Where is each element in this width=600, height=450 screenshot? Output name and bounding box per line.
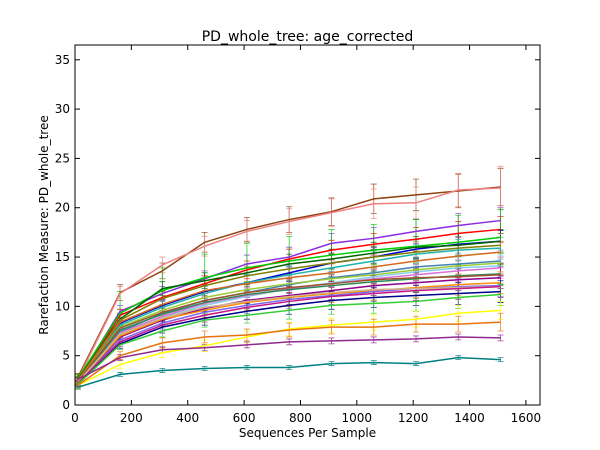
x-tick-label: 1400 (454, 411, 485, 425)
y-tick-label: 30 (55, 102, 70, 116)
y-tick-label: 0 (62, 398, 70, 412)
x-tick-label: 800 (289, 411, 312, 425)
x-tick-label: 0 (71, 411, 79, 425)
y-axis: 0 5 10 15 20 25 30 35 (55, 53, 540, 412)
series-line-5 (77, 240, 501, 383)
series-line-17 (77, 281, 501, 383)
series-line-20 (77, 285, 501, 384)
series-line-22 (77, 293, 501, 385)
chart-title: PD_whole_tree: age_corrected (202, 29, 414, 45)
series-line-26 (77, 356, 501, 388)
x-tick-label: 600 (233, 411, 256, 425)
x-tick-label: 1600 (511, 411, 542, 425)
x-tick-label: 400 (176, 411, 199, 425)
y-tick-label: 15 (55, 250, 70, 264)
series-line-23 (77, 309, 501, 386)
x-tick-label: 1000 (342, 411, 373, 425)
series-25-error-bars (74, 333, 504, 382)
y-tick-label: 20 (55, 201, 70, 215)
plot-frame (74, 44, 541, 406)
series-line-16 (77, 277, 501, 384)
series-line-15 (77, 274, 501, 382)
x-axis-label: Sequences Per Sample (239, 426, 376, 440)
series-line-8 (77, 247, 501, 382)
x-tick-label: 1200 (398, 411, 429, 425)
series-line-3 (77, 228, 501, 382)
series-line-19 (77, 285, 501, 383)
series-line-6 (77, 240, 501, 380)
y-tick-label: 5 (62, 349, 70, 363)
y-tick-label: 25 (55, 151, 70, 165)
x-tick-label: 200 (120, 411, 143, 425)
series-line-7 (77, 244, 501, 381)
y-tick-label: 35 (55, 53, 70, 67)
y-tick-label: 10 (55, 299, 70, 313)
series-line-1 (77, 187, 501, 380)
y-axis-label: Rarefaction Measure: PD_whole_tree (37, 115, 51, 334)
series-24-error-bars (74, 312, 504, 389)
series-line-13 (77, 267, 501, 384)
plot-area (74, 165, 504, 390)
series-line-24 (77, 321, 501, 386)
x-axis: 0 200 400 600 800 1000 1200 1400 1600 (71, 45, 541, 425)
series-line-21 (77, 290, 501, 385)
series-line-25 (77, 336, 501, 381)
series-line-9 (77, 251, 501, 381)
series-line-11 (77, 262, 501, 382)
series-line-0 (77, 186, 501, 378)
